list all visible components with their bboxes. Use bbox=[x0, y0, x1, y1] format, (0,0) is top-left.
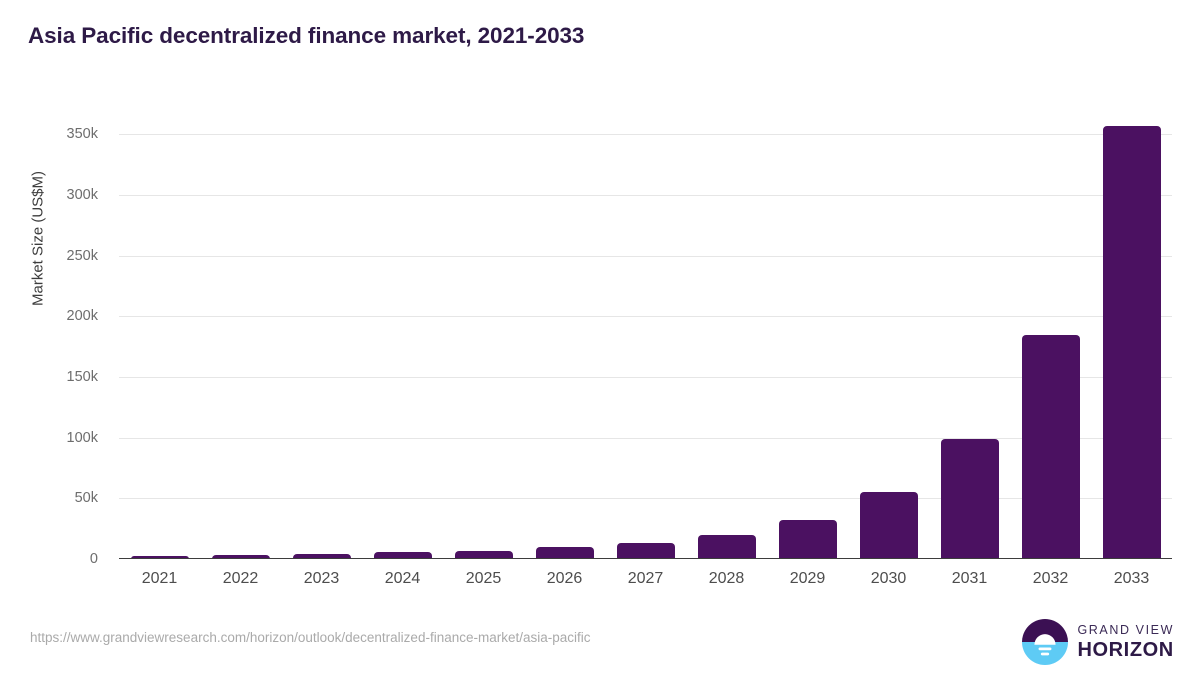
y-axis-tick-labels: 0 50k 100k 150k 200k 250k 300k 350k bbox=[0, 110, 108, 567]
y-axis-tick-label: 150k bbox=[66, 368, 98, 385]
gridline bbox=[119, 194, 1172, 196]
brand-wordmark: GRAND VIEW HORIZON bbox=[1077, 624, 1174, 660]
plot-area bbox=[119, 110, 1172, 559]
bar-slot bbox=[443, 110, 524, 559]
y-axis-tick-label: 100k bbox=[66, 429, 98, 446]
bar-slot bbox=[362, 110, 443, 559]
x-axis-line bbox=[119, 557, 1172, 559]
bar-slot bbox=[605, 110, 686, 559]
x-axis-tick-label: 2026 bbox=[546, 570, 583, 587]
bar-slot bbox=[686, 110, 767, 559]
bar-slot bbox=[929, 110, 1010, 559]
y-axis-tick-label: 250k bbox=[66, 247, 98, 264]
gridline bbox=[119, 316, 1172, 318]
x-axis-tick-label: 2021 bbox=[141, 570, 178, 587]
bar-2023[interactable] bbox=[292, 553, 351, 559]
gridline bbox=[119, 134, 1172, 136]
bar-slot bbox=[200, 110, 281, 559]
gridline bbox=[119, 255, 1172, 257]
bar-2027[interactable] bbox=[616, 543, 675, 559]
bar-2022[interactable] bbox=[211, 554, 270, 559]
x-axis-tick-label: 2024 bbox=[384, 570, 421, 587]
grand-view-horizon-sun-circle-icon bbox=[1022, 619, 1069, 665]
bar-2028[interactable] bbox=[697, 534, 756, 559]
bar-2021[interactable] bbox=[130, 555, 189, 559]
x-axis-tick-label: 2028 bbox=[708, 570, 745, 587]
x-axis-tick-label: 2030 bbox=[870, 570, 907, 587]
bar-2026[interactable] bbox=[535, 547, 594, 559]
bar-2025[interactable] bbox=[454, 550, 513, 559]
brand-line-1: GRAND VIEW bbox=[1077, 623, 1174, 638]
bar-slot bbox=[1010, 110, 1091, 559]
bar-2030[interactable] bbox=[859, 492, 918, 559]
bar-2024[interactable] bbox=[373, 552, 432, 559]
x-axis-tick-label: 2031 bbox=[951, 570, 988, 587]
bar-slot bbox=[281, 110, 362, 559]
bar-2031[interactable] bbox=[940, 438, 999, 559]
x-axis-tick-label: 2025 bbox=[465, 570, 502, 587]
bar-slot bbox=[848, 110, 929, 559]
bar-slot bbox=[767, 110, 848, 559]
brand-logo: GRAND VIEW HORIZON bbox=[1022, 619, 1174, 665]
x-axis-tick-label: 2023 bbox=[303, 570, 340, 587]
y-axis-tick-label: 350k bbox=[66, 126, 98, 143]
x-axis-tick-label: 2029 bbox=[789, 570, 826, 587]
y-axis-tick-label: 50k bbox=[74, 490, 98, 507]
y-axis-tick-label: 200k bbox=[66, 308, 98, 325]
gridline bbox=[119, 498, 1172, 500]
x-axis-tick-label: 2033 bbox=[1113, 570, 1150, 587]
y-axis-tick-label: 0 bbox=[89, 551, 98, 567]
gridline bbox=[119, 376, 1172, 378]
x-axis-tick-label: 2022 bbox=[222, 570, 259, 587]
x-axis-tick-label: 2027 bbox=[627, 570, 664, 587]
bar-2032[interactable] bbox=[1021, 334, 1080, 559]
gridline bbox=[119, 437, 1172, 439]
bar-series bbox=[119, 110, 1172, 559]
page-title: Asia Pacific decentralized finance marke… bbox=[28, 23, 585, 48]
bar-slot bbox=[1091, 110, 1172, 559]
y-axis-tick-label: 300k bbox=[66, 186, 98, 203]
source-url[interactable]: https://www.grandviewresearch.com/horizo… bbox=[30, 630, 591, 645]
brand-line-2: HORIZON bbox=[1077, 638, 1174, 661]
bar-slot bbox=[524, 110, 605, 559]
x-axis-tick-label: 2032 bbox=[1032, 570, 1069, 587]
bar-slot bbox=[119, 110, 200, 559]
bar-2029[interactable] bbox=[778, 520, 837, 559]
x-axis-tick-labels: 2021 2022 2023 2024 2025 2026 2027 2028 2029 2030… bbox=[119, 570, 1172, 588]
bar-2033[interactable] bbox=[1102, 125, 1161, 559]
